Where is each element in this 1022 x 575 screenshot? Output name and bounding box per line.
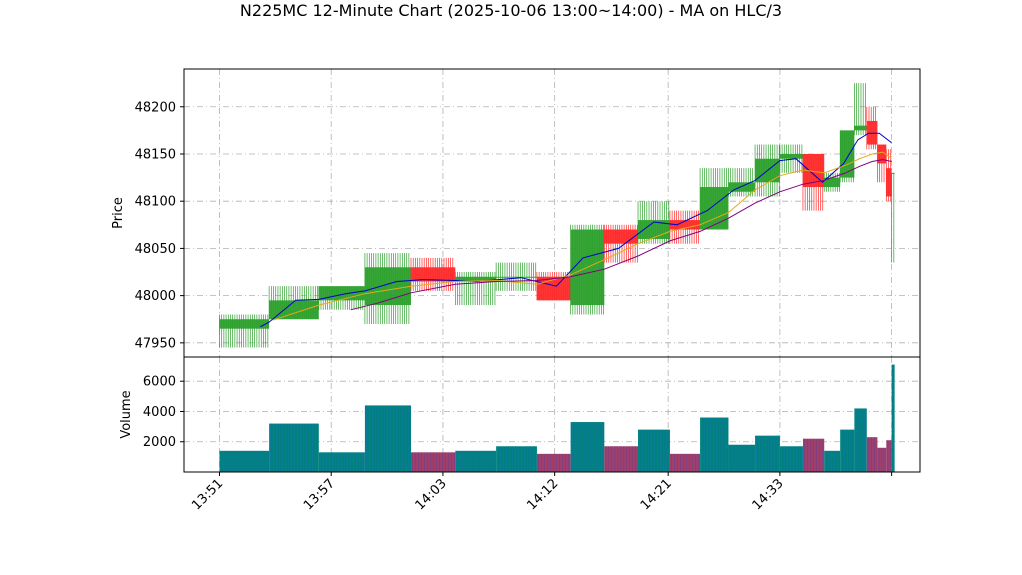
moving-average-line [350, 159, 892, 311]
volume-bar [318, 452, 365, 472]
candle-body [840, 130, 855, 178]
volume-tick-label: 2000 [143, 435, 176, 450]
volume-panel: 2000 4000 6000 Volume [119, 356, 921, 473]
volume-bar [496, 446, 537, 472]
volume-bars [219, 364, 895, 472]
volume-bar [779, 446, 803, 472]
moving-average-line [260, 132, 892, 328]
x-tick-label: 14:33 [750, 476, 787, 513]
volume-bar [364, 405, 412, 472]
volume-bar [755, 435, 780, 472]
candle-body [669, 220, 701, 230]
volume-bar [604, 446, 639, 472]
moving-average-line [272, 151, 892, 321]
volume-y-ticks: 2000 4000 6000 [143, 375, 184, 450]
volume-bar [854, 408, 867, 472]
price-tick-label: 48200 [135, 100, 176, 115]
candle-body [877, 144, 887, 164]
price-y-axis-label: Price [111, 197, 126, 229]
candle-body [269, 300, 319, 320]
x-tick-label: 14:21 [638, 476, 675, 513]
candle-body [364, 267, 412, 306]
x-tick-label: 13:57 [301, 476, 338, 513]
volume-bar [570, 422, 605, 472]
volume-tick-label: 4000 [143, 405, 176, 420]
price-panel: 47950 48000 48050 48100 48150 48200 Price [111, 68, 921, 358]
candle-body [604, 229, 639, 244]
candle-body [455, 276, 497, 282]
candle-body [411, 267, 456, 282]
volume-bar [866, 437, 878, 472]
volume-bar [638, 429, 670, 472]
candle-body [886, 168, 892, 197]
price-tick-label: 48100 [135, 195, 176, 210]
volume-bar [824, 450, 841, 472]
candle-body [496, 276, 537, 278]
volume-bar [411, 452, 456, 472]
x-tick-label: 14:12 [524, 476, 561, 513]
candle-body [728, 182, 756, 192]
volume-bar [886, 440, 892, 472]
chart-title: N225MC 12-Minute Chart (2025-10-06 13:00… [240, 1, 782, 20]
candle-body [536, 276, 571, 301]
price-y-ticks: 47950 48000 48050 48100 48150 48200 [135, 100, 184, 351]
volume-bar [269, 423, 319, 472]
volume-bar [840, 429, 855, 472]
volume-tick-label: 6000 [143, 375, 176, 390]
x-tick-label: 14:03 [413, 476, 450, 513]
moving-average-lines [260, 132, 892, 328]
volume-axes-frame [183, 356, 921, 473]
price-tick-label: 48050 [135, 242, 176, 257]
price-tick-label: 47950 [135, 336, 176, 351]
volume-bar [455, 450, 497, 472]
candle-body [891, 172, 895, 174]
candle-body [219, 319, 270, 329]
candle-body [779, 153, 803, 159]
price-marks [219, 83, 895, 348]
x-tick-label: 13:51 [189, 476, 226, 513]
candle-body [854, 125, 867, 131]
x-axis-ticks: 13:51 13:57 14:03 14:12 14:21 14:33 [189, 472, 893, 513]
price-tick-label: 48150 [135, 147, 176, 162]
candle-body [824, 177, 841, 188]
volume-y-axis-label: Volume [119, 390, 134, 438]
price-tick-label: 48000 [135, 289, 176, 304]
